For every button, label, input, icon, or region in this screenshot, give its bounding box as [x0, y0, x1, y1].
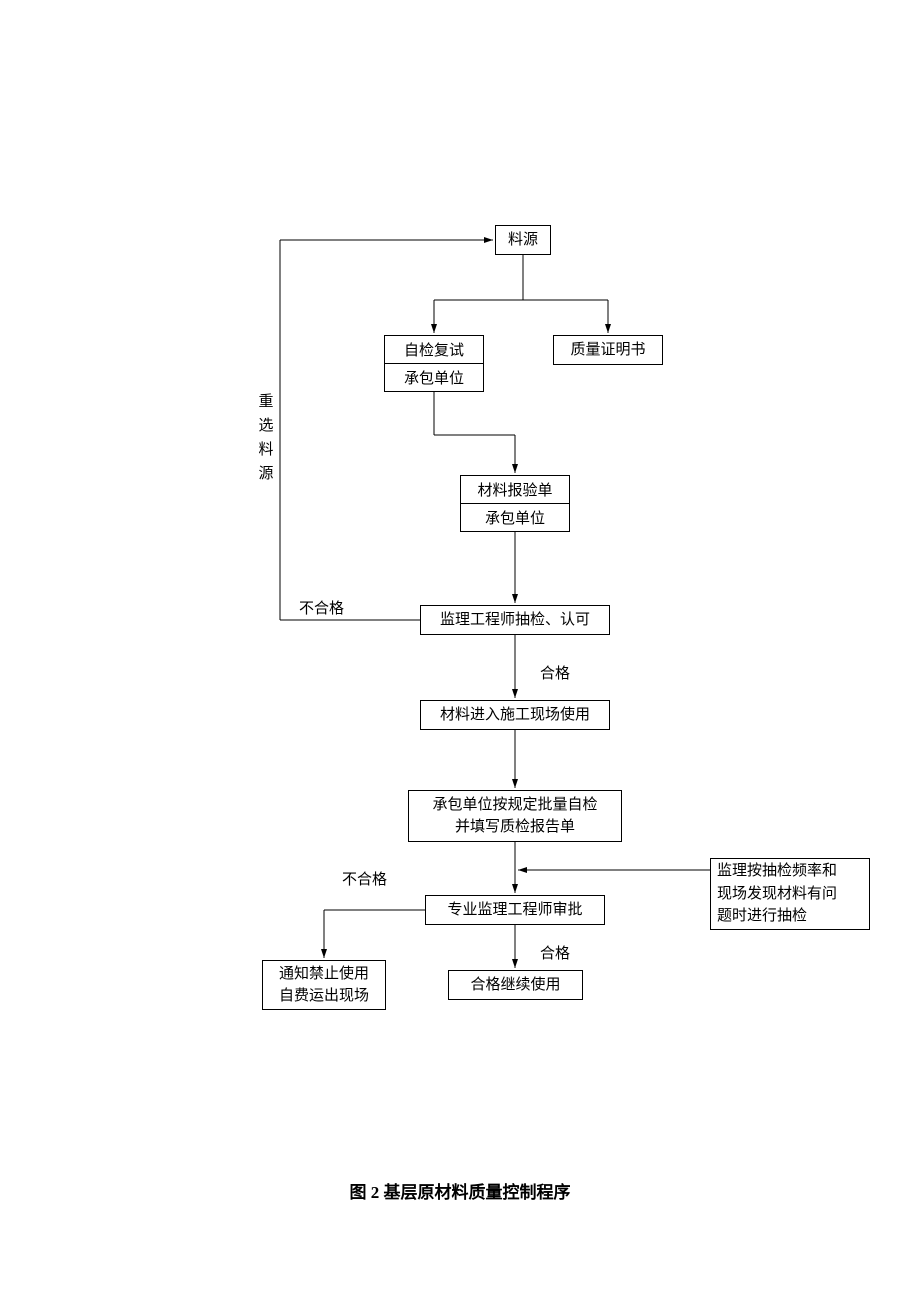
node-label: 质量证明书 — [570, 339, 645, 362]
node-batch-selfcheck: 承包单位按规定批量自检 并填写质检报告单 — [408, 790, 622, 842]
node-source: 料源 — [495, 225, 551, 255]
edge-label-fail2: 不合格 — [342, 868, 387, 889]
node-label: 合格继续使用 — [470, 974, 560, 997]
node-supervisor-sampling: 监理按抽检频率和 现场发现材料有问 题时进行抽检 — [710, 858, 870, 930]
node-continue-use: 合格继续使用 — [448, 970, 583, 1000]
node-label: 专业监理工程师审批 — [447, 899, 582, 922]
vlabel-text: 重选料源 — [258, 394, 273, 482]
node-selftest: 自检复试 承包单位 — [384, 335, 484, 392]
node-inspection-form: 材料报验单 承包单位 — [460, 475, 570, 532]
edge-label-pass2: 合格 — [540, 942, 570, 963]
node-quality-cert: 质量证明书 — [553, 335, 663, 365]
flow-edges — [0, 0, 920, 1302]
node-label: 料源 — [508, 229, 538, 252]
node-bot: 承包单位 — [385, 364, 483, 391]
node-label: 监理按抽检频率和 现场发现材料有问 题时进行抽检 — [717, 860, 837, 928]
node-label: 承包单位按规定批量自检 并填写质检报告单 — [432, 794, 597, 839]
node-bot: 承包单位 — [461, 504, 569, 531]
node-label: 通知禁止使用 自费运出现场 — [279, 963, 369, 1008]
node-supervisor-check: 监理工程师抽检、认可 — [420, 605, 610, 635]
flowchart-canvas: 料源 自检复试 承包单位 质量证明书 材料报验单 承包单位 监理工程师抽检、认可… — [0, 0, 920, 1302]
node-label: 监理工程师抽检、认可 — [440, 609, 590, 632]
node-label: 材料进入施工现场使用 — [440, 704, 590, 727]
node-forbid-remove: 通知禁止使用 自费运出现场 — [262, 960, 386, 1010]
edge-label-reselect: 重选料源 — [257, 390, 275, 486]
edge-label-fail1: 不合格 — [299, 597, 344, 618]
edge-label-pass1: 合格 — [540, 662, 570, 683]
node-enter-site: 材料进入施工现场使用 — [420, 700, 610, 730]
node-top: 材料报验单 — [461, 476, 569, 504]
figure-caption: 图 2 基层原材料质量控制程序 — [0, 1178, 920, 1203]
node-top: 自检复试 — [385, 336, 483, 364]
node-prof-supervisor-approve: 专业监理工程师审批 — [425, 895, 605, 925]
